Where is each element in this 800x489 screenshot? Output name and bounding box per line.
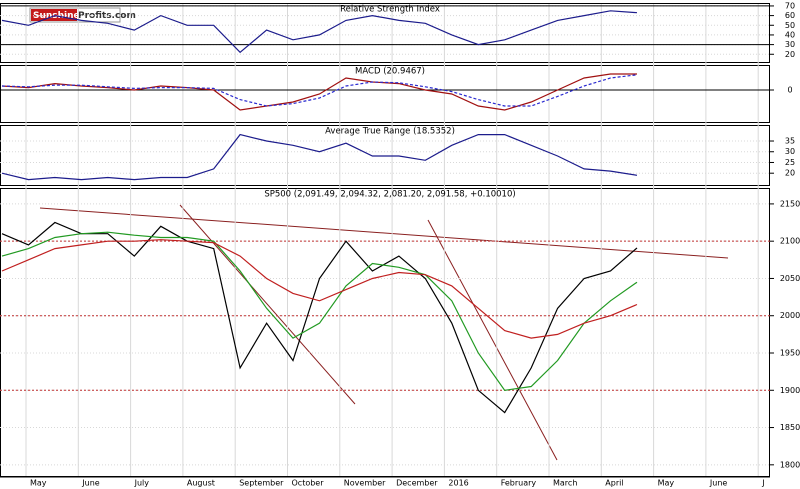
y-tick-label: 70 <box>785 1 795 10</box>
y-tick-label: 40 <box>785 30 795 39</box>
series-line <box>1 133 638 181</box>
x-tick-label: November <box>344 479 386 488</box>
x-tick-label: May <box>658 479 675 488</box>
x-tick-label: J <box>761 479 764 488</box>
x-tick-label: April <box>605 479 623 488</box>
trendline <box>39 207 729 259</box>
x-tick-label: September <box>239 479 284 488</box>
trendline <box>427 219 558 461</box>
series-line <box>1 239 638 339</box>
macd-frame <box>0 65 770 123</box>
series-line <box>1 73 637 111</box>
panel-title: SP500 (2,091.49, 2,094.32, 2,081.20, 2,0… <box>264 190 515 200</box>
x-tick-label: February <box>501 479 537 488</box>
y-tick-label: 1850 <box>780 423 800 432</box>
x-tick-label: June <box>709 479 728 488</box>
y-tick-label: 0 <box>787 86 792 95</box>
panel-title: MACD (20.9467) <box>355 67 425 77</box>
y-tick-label: 35 <box>785 137 795 146</box>
y-tick-label: 20 <box>785 50 795 59</box>
series-line <box>1 231 638 391</box>
x-tick-label: 2016 <box>448 479 468 488</box>
trendline <box>179 204 356 405</box>
y-tick-label: 1900 <box>780 386 800 395</box>
y-tick-label: 2050 <box>780 274 800 283</box>
y-tick-label: 30 <box>785 40 795 49</box>
y-tick-label: 30 <box>785 147 795 156</box>
x-tick-label: March <box>553 479 577 488</box>
series-line <box>1 10 638 54</box>
series-line <box>1 74 638 107</box>
x-tick-label: May <box>30 479 47 488</box>
y-tick-label: 25 <box>785 158 795 167</box>
atr-frame <box>0 125 770 186</box>
x-tick-label: August <box>187 479 215 488</box>
x-tick-label: June <box>81 479 100 488</box>
y-tick-label: 1950 <box>780 349 800 358</box>
y-tick-label: 1800 <box>780 460 800 469</box>
panel-title: Average True Range (18.5352) <box>325 127 455 137</box>
logo-rest: Profits.com <box>78 11 136 21</box>
y-tick-label: 2100 <box>780 237 800 246</box>
rsi-frame <box>0 3 770 63</box>
x-tick-label: October <box>292 479 325 488</box>
y-tick-label: 2150 <box>780 199 800 208</box>
y-tick-label: 2000 <box>780 311 800 320</box>
panel-title: Relative Strength Index <box>340 5 440 15</box>
series-line <box>1 221 638 414</box>
x-tick-label: December <box>396 479 438 488</box>
y-tick-label: 60 <box>785 11 795 20</box>
trendlines <box>39 204 729 461</box>
x-tick-label: July <box>134 479 150 488</box>
y-tick-label: 50 <box>785 21 795 30</box>
y-tick-label: 20 <box>785 169 795 178</box>
